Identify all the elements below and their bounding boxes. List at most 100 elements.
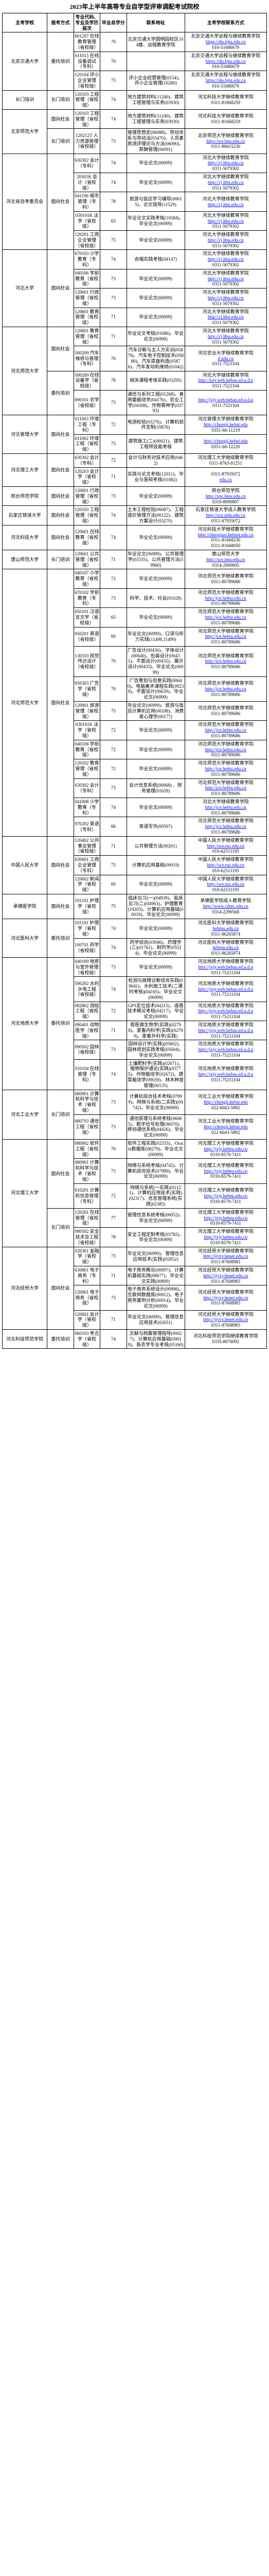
contact-link[interactable]: http://jxjy.web.hebau.ed.u.d.n — [198, 378, 253, 383]
contact-link[interactable]: http://jce.hebtu.edu.cn — [205, 596, 246, 601]
cell-contact: 河北师范大学继续教育学院http://jce.hebtu.edu.cn0311-… — [185, 646, 266, 676]
cell-credit: 73 — [100, 1159, 127, 1183]
contact-text: 河北理工大学继续教育学院 — [198, 1163, 254, 1168]
contact-link[interactable]: https://dis.bjtu.edu.cn — [206, 78, 246, 83]
contact-link[interactable]: http://jjyxy.heuet.edu.cn — [203, 1273, 248, 1278]
contact-link[interactable]: http://jxjy.hebeu.edu.cn — [204, 1215, 247, 1221]
contact-link[interactable]: http://www.cdmc.edu.cn — [203, 904, 248, 909]
contact-link[interactable]: http://chengjiao.hebust.edu.cn — [198, 532, 254, 537]
contact-link[interactable]: http://jce.hebtu.edu.cn — [205, 824, 246, 829]
contact-link[interactable]: http://jxjy.web.hebau.ed.u.d.n — [198, 1008, 253, 1013]
contact-link[interactable]: http://jxjy.hebeu.edu.cn — [204, 1168, 247, 1174]
contact-link[interactable]: http://jce.hebtu.edu.cn — [205, 686, 246, 691]
cell-addr: 毕业论文(06999) — [127, 608, 185, 627]
contact-link[interactable]: http://jce.hebtu.edu.cn — [205, 766, 246, 771]
cell-method: 面向社会 — [47, 327, 74, 371]
contact-link[interactable]: http://sce.ruc.edu.cn — [207, 882, 244, 887]
contact-text: 河北大学继续教育学院 — [203, 174, 249, 179]
cell-method: 长门培训 — [47, 129, 74, 154]
contact-link[interactable]: http://jjyxy.heuet.edu.cn — [203, 1317, 248, 1322]
contact-link[interactable]: http://jce.hebtu.edu.cn — [205, 785, 246, 790]
cell-contact: 唐山师范大学http://sce.tmu.edu.cn0314-2060605 — [185, 550, 266, 569]
cell-contact: 河北地质大学继续教育学院http://jxjy.web.hebau.ed.u.d… — [185, 1059, 266, 1090]
contact-text: 河北师范大学继续教育学院 — [198, 780, 254, 785]
contact-link[interactable]: http://sce.ruc.edu.cn — [207, 862, 244, 868]
cell-contact: 河北经贸大学继续教育学院http://jjyxy.heuet.edu.cn031… — [185, 1266, 266, 1285]
contact-link[interactable]: http://cj.hbu.edu.cn — [208, 180, 244, 185]
contact-link[interactable]: http://chengji.hebut.edu — [204, 1124, 247, 1129]
contact-link[interactable]: http://jxjy.web.hebau.ed.u.d.n — [198, 987, 253, 992]
contact-link[interactable]: http://jce.hebtu.edu.cn — [205, 727, 246, 733]
contact-link[interactable]: http://jce.hebtu.edu.cn — [205, 634, 246, 639]
cell-addr: 广告策划与创意实践(00640)、电脑美术课程实践(09239)、平面设计(00… — [127, 676, 185, 701]
cell-code: 101101 护理学（省校级） — [74, 894, 100, 919]
contact-link[interactable]: https://dis.bjtu.edu.cn — [206, 59, 246, 64]
contact-link[interactable]: http://jxjy.hebeu.edu.cn — [204, 1146, 247, 1151]
cell-code: 030101K 法学（省校级） — [74, 721, 100, 740]
contact-link[interactable]: http://jxjy.web.hebau.ed.u.d.n — [198, 1072, 253, 1077]
contact-text: 0335-8076092 — [212, 1339, 240, 1344]
contact-link[interactable]: http://jxjy.hebeu.edu.cn — [204, 1193, 247, 1198]
cell-school: 中国人民大学 — [3, 836, 47, 894]
cell-credit: 75 — [100, 434, 127, 453]
cell-contact: 承德医学院成人教育学院http://www.cdmc.edu.cn0314-22… — [185, 894, 266, 919]
contact-link[interactable]: hebmu.edu.cn — [213, 926, 239, 931]
contact-link[interactable]: http://jxjy.hebeu.edu.cn — [204, 1234, 247, 1240]
contact-link[interactable]: hebmu.edu.cn — [213, 945, 239, 950]
cell-code: 120602 新闻学（省校级） — [74, 875, 100, 894]
contact-link[interactable]: http://sce.stdu.edu.cn — [206, 513, 245, 518]
contact-link[interactable]: http://cj.hbu.edu.cn — [208, 238, 244, 243]
contact-link[interactable]: http://jce.hebtu.edu.cn — [205, 805, 246, 810]
contact-link[interactable]: edu.cn — [220, 477, 232, 482]
contact-link[interactable]: http://jjyxy.heuet.edu.cn — [203, 1295, 248, 1300]
contact-link[interactable]: http://jxjy.web.hebau.ed.u.d.n — [198, 1047, 253, 1052]
cell-contact: 河北理工大学继续教育学院http://jxjy.hebeu.edu.cn0310… — [185, 1159, 266, 1183]
cell-code: 120601 教育管理（省校级） — [74, 308, 100, 327]
cell-school: 河北地质大学 — [3, 957, 47, 1090]
contact-link[interactable]: http://cj.hbu.edu.cn — [208, 314, 244, 319]
contact-text: 0310-8579-7411 — [210, 1174, 241, 1179]
contact-link[interactable]: https://dis.bjtu.edu.cn — [206, 39, 246, 44]
contact-link[interactable]: http://chengji.hebut.edu — [204, 1099, 247, 1105]
contact-link[interactable]: http://cj.hbu.edu.cn — [208, 257, 244, 262]
contact-link[interactable]: http://jce.hebtu.edu.cn — [205, 615, 246, 620]
cell-credit: 72 — [100, 415, 127, 434]
contact-link[interactable]: d.ndu.cn — [218, 356, 234, 361]
contact-text: 河北科技大学继续教育学院 — [198, 94, 254, 99]
contact-link[interactable]: http://jxjy.web.hebau.ed.u.d.n — [198, 1028, 253, 1033]
contact-link[interactable]: http://cj.hbu.edu.cn — [208, 202, 244, 207]
cell-code: 050303 广告学（省校级） — [74, 676, 100, 701]
cell-addr: 软件工程实践(02333)、Oracle数据库(08279)、毕业论文(0699… — [127, 1140, 185, 1159]
contact-link[interactable]: http://sce.tmu.edu.cn — [206, 557, 245, 562]
table-row: 承德医学院面向社会101101 护理学（省校级）75临床见习(一)(04939)… — [3, 894, 267, 919]
contact-link[interactable]: http://jxjy.web.hebau.ed.u.d.n — [198, 397, 253, 402]
contact-link[interactable]: http://cj.hbu.edu.cn — [208, 295, 244, 300]
contact-link[interactable]: http://chengji.hebut.edu — [204, 422, 247, 427]
cell-credit: 78 — [100, 371, 127, 390]
contact-link[interactable]: http://cj.hbu.edu.cn — [208, 218, 244, 224]
cell-credit: 73 — [100, 391, 127, 415]
cell-school: 河北科技师范学院 — [3, 1329, 47, 1348]
cell-contact: 0311-87935072edu.cn — [185, 467, 266, 486]
contact-text: 北京交通大学远程与继续教育学院 — [191, 33, 260, 39]
contact-link[interactable]: http://sce.bnu.edu.cn — [206, 139, 245, 144]
contact-link[interactable]: http://jce.hebtu.edu.cn — [205, 747, 246, 752]
table-row: 长门培训长门培训120103 工程管理（省校级）74地方建筑材料(11240)、… — [3, 90, 267, 109]
contact-link[interactable]: http://sce.ruc.edu.cn — [207, 843, 244, 849]
cell-addr: 会计与财务对技术应用(0462) — [127, 453, 185, 467]
cell-credit: 73 — [100, 1040, 127, 1059]
contact-link[interactable]: http://cj.hbu.edu.cn — [208, 276, 244, 281]
contact-link[interactable]: http://chengji.hebut.edu — [204, 438, 247, 444]
contact-text: 承德医学院成人教育学院 — [200, 898, 251, 903]
contact-link[interactable]: http://cj.hbu.edu.cn — [208, 160, 244, 165]
contact-link[interactable]: http://jce.hebtu.edu.cn — [205, 658, 246, 664]
contact-link[interactable]: http://jjyxy.heuet.edu.cn — [203, 1253, 248, 1259]
cell-credit: 73 — [100, 778, 127, 798]
table-row: 河北科技师范学院委托培训060103 考古学（省校级）74文献与档案管理指导(0… — [3, 1329, 267, 1348]
contact-link[interactable]: http://jxjy.web.hebau.ed.u.d.n — [198, 964, 253, 970]
cell-addr: 土木工程检验(06087)、工程造价管理方法(00122)、建筑方案设计(032… — [127, 506, 185, 525]
contact-link[interactable]: http://cj.hbu.edu.cn — [208, 334, 244, 339]
contact-text: 0311-86265874 — [211, 931, 240, 937]
contact-text: 北京交通大学远程与继续教育学院 — [191, 72, 260, 77]
contact-link[interactable]: http://xpc.hteu.edu.cn — [206, 494, 246, 499]
